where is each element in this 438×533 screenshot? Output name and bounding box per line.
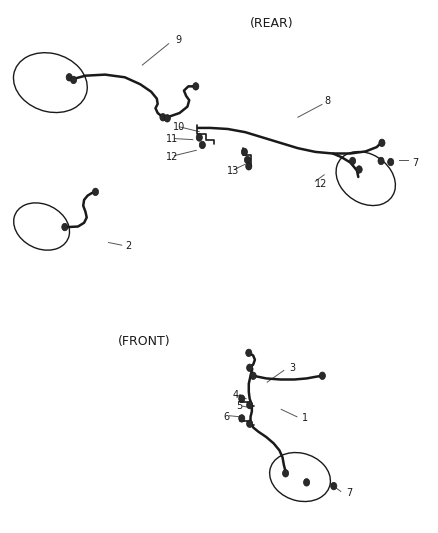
- Circle shape: [196, 134, 202, 141]
- Circle shape: [331, 482, 337, 490]
- Circle shape: [244, 156, 251, 164]
- Circle shape: [283, 470, 289, 477]
- Circle shape: [164, 115, 170, 122]
- Circle shape: [379, 139, 385, 147]
- Text: 8: 8: [324, 96, 330, 106]
- Circle shape: [247, 364, 253, 372]
- Circle shape: [71, 76, 77, 84]
- Circle shape: [193, 83, 199, 90]
- Circle shape: [356, 166, 362, 173]
- Text: (REAR): (REAR): [250, 18, 293, 30]
- Circle shape: [241, 148, 247, 156]
- Circle shape: [246, 349, 252, 357]
- Text: 12: 12: [166, 152, 178, 162]
- Text: 13: 13: [227, 166, 239, 175]
- Text: 6: 6: [223, 412, 230, 422]
- Circle shape: [246, 163, 252, 170]
- Circle shape: [247, 420, 253, 427]
- Text: 4: 4: [232, 391, 238, 400]
- Text: 9: 9: [175, 35, 181, 45]
- Circle shape: [319, 372, 325, 379]
- Circle shape: [304, 479, 310, 486]
- Text: 3: 3: [289, 363, 295, 373]
- Circle shape: [378, 157, 384, 165]
- Circle shape: [62, 223, 68, 231]
- Circle shape: [247, 401, 253, 409]
- Text: 11: 11: [166, 134, 178, 143]
- Text: (FRONT): (FRONT): [118, 335, 171, 348]
- Text: 7: 7: [412, 158, 418, 167]
- Circle shape: [66, 74, 72, 81]
- Circle shape: [199, 141, 205, 149]
- Text: 12: 12: [315, 179, 328, 189]
- Text: 7: 7: [346, 488, 352, 498]
- Circle shape: [239, 395, 245, 402]
- Circle shape: [239, 415, 245, 422]
- Text: 10: 10: [173, 122, 185, 132]
- Text: 5: 5: [237, 401, 243, 411]
- Text: 1: 1: [302, 414, 308, 423]
- Circle shape: [350, 157, 356, 165]
- Text: 2: 2: [125, 241, 131, 251]
- Circle shape: [250, 372, 256, 379]
- Circle shape: [92, 188, 99, 196]
- Circle shape: [160, 114, 166, 121]
- Circle shape: [388, 158, 394, 166]
